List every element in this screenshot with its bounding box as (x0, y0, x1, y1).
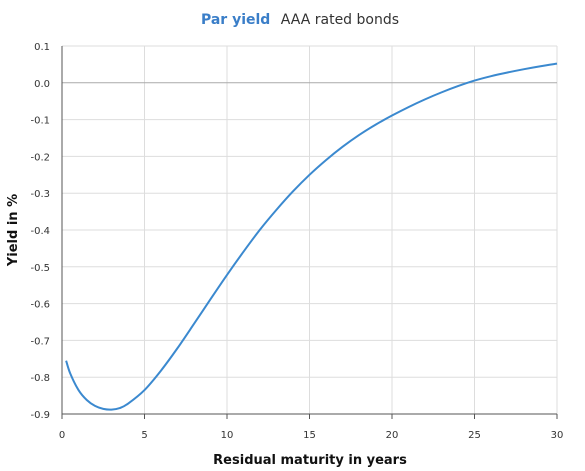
yield-curve-point (209, 297, 213, 301)
x-tick-label: 15 (303, 430, 316, 441)
yield-curve-point (93, 404, 97, 408)
yield-curve-point (390, 114, 394, 118)
chart-title: Par yield AAA rated bonds (201, 11, 399, 28)
y-tick-label: 0.0 (34, 79, 50, 90)
yield-curve-point (407, 105, 411, 109)
yield-curve-point (192, 322, 196, 326)
x-tick-label: 30 (551, 430, 564, 441)
y-tick-label: -0.1 (30, 116, 50, 127)
yield-curve-point (555, 62, 559, 66)
y-tick-label: -0.5 (30, 263, 50, 274)
yield-curve-point (110, 408, 114, 412)
y-tick-label: -0.9 (30, 410, 50, 421)
yield-curve-point (291, 189, 295, 193)
tick-labels: 0 5 10 15 20 25 30 0.1 0.0 -0.1 -0.2 -0.3 -0.4 -0.5 -0… (30, 42, 563, 441)
yield-curve-point (473, 79, 477, 83)
yield-curve-point (324, 158, 328, 162)
y-tick-label: 0.1 (34, 42, 50, 53)
x-tick-label: 0 (59, 430, 65, 441)
yield-curve-point (341, 145, 345, 149)
chart-title-main: Par yield (201, 12, 270, 28)
axes (61, 46, 558, 419)
yield-curve-line (65, 62, 558, 411)
yield-curve-point (539, 64, 543, 68)
x-tick-label: 10 (221, 430, 234, 441)
y-tick-label: -0.6 (30, 300, 50, 311)
y-tick-label: -0.8 (30, 373, 50, 384)
x-tick-label: 25 (468, 430, 481, 441)
yield-curve-point (64, 359, 68, 363)
yield-curve-point (77, 388, 81, 392)
y-tick-label: -0.3 (30, 189, 50, 200)
x-axis-label: Residual maturity in years (213, 453, 407, 468)
x-tick-label: 20 (386, 430, 399, 441)
yield-curve-point (159, 369, 163, 373)
y-tick-label: -0.4 (30, 226, 50, 237)
yield-curve-point (118, 406, 122, 410)
yield-curve-point (101, 407, 105, 411)
yield-curve-point (258, 228, 262, 232)
yield-curve-point (308, 173, 312, 177)
x-tick-label: 5 (141, 430, 147, 441)
yield-curve-point (489, 74, 493, 78)
series-group (64, 62, 559, 412)
yield-curve-point (143, 388, 147, 392)
yield-curve-point (456, 84, 460, 88)
yield-curve-point (423, 97, 427, 101)
yield-curve-point (440, 90, 444, 94)
yield-curve-point (242, 250, 246, 254)
y-tick-label: -0.7 (30, 336, 50, 347)
yield-curve-point (522, 67, 526, 71)
yield-curve-point (275, 208, 279, 212)
yield-curve-point (68, 372, 72, 376)
y-axis-label: Yield in % (6, 194, 21, 267)
y-tick-label: -0.2 (30, 152, 50, 163)
yield-curve-point (506, 70, 510, 74)
chart-subtitle: AAA rated bonds (281, 12, 399, 28)
yield-curve-point (225, 273, 229, 277)
yield-curve-point (126, 402, 130, 406)
yield-curve-point (357, 133, 361, 137)
yield-curve-point (85, 398, 89, 402)
yield-curve-point (176, 346, 180, 350)
grid-lines (61, 45, 558, 415)
yield-curve-point (374, 123, 378, 127)
